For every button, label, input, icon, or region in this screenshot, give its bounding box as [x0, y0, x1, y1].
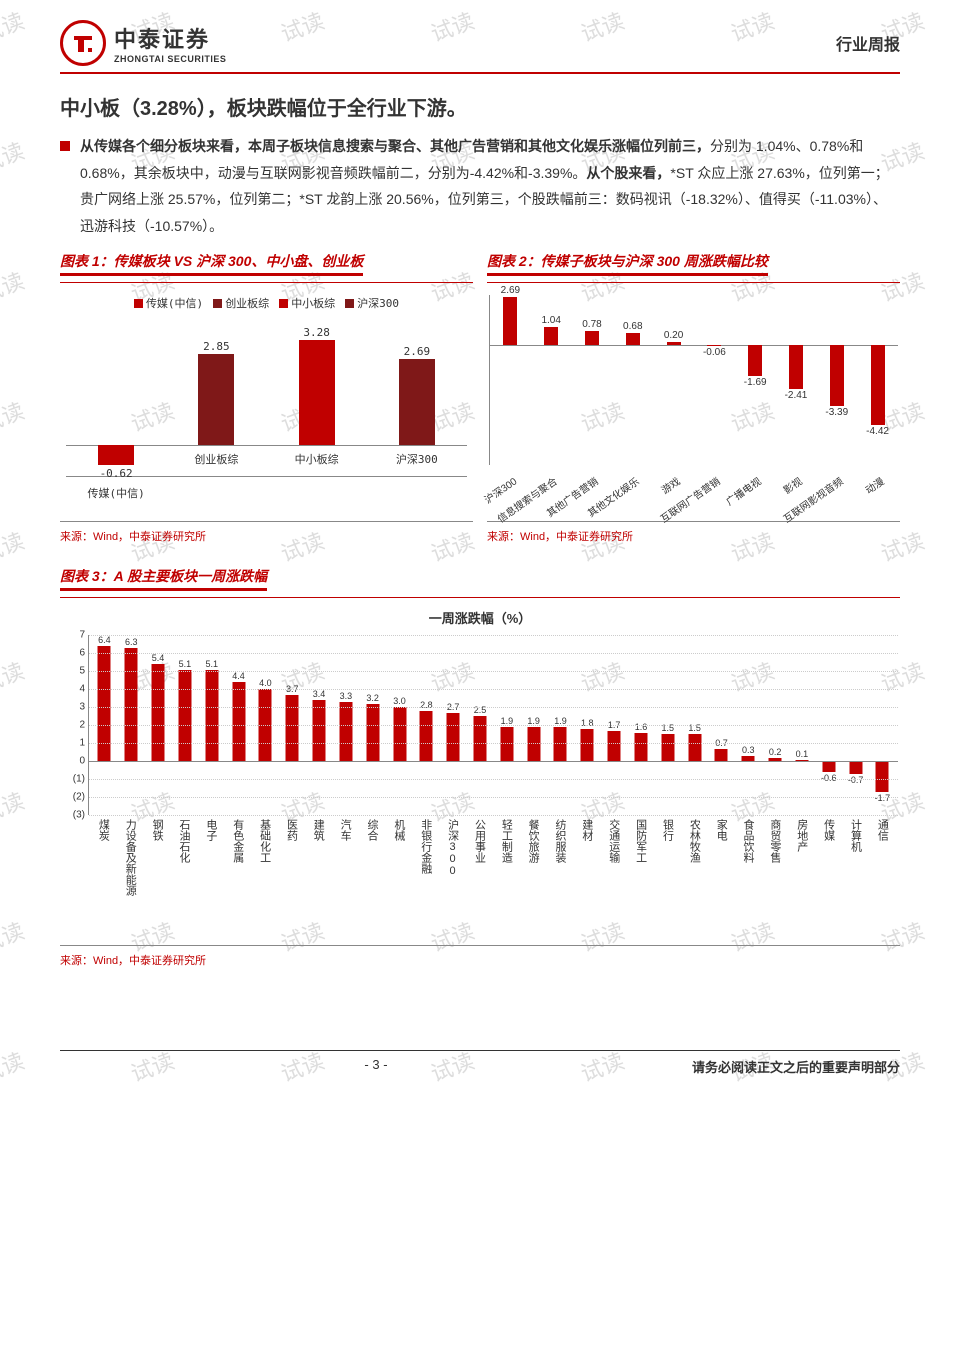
category-label: 力设备及新能源 — [122, 819, 138, 896]
logo-mark — [60, 20, 106, 66]
logo-text-en: ZHONGTAI SECURITIES — [114, 54, 226, 64]
para-lead2: 从个股来看， — [586, 165, 670, 181]
y-tick: 4 — [63, 684, 85, 695]
page-footer: - 3 - 请务必阅读正文之后的重要声明部分 — [60, 1050, 900, 1076]
bullet-icon — [60, 141, 70, 151]
y-tick: (2) — [63, 792, 85, 803]
chart-1-plot: -0.62传媒(中信)2.85创业板综3.28中小板综2.69沪深300 — [66, 317, 467, 477]
category-label: 商贸零售 — [767, 819, 783, 863]
chart-3-subtitle: 一周涨跌幅（%） — [60, 602, 900, 631]
header-right: 行业周报 — [836, 31, 900, 55]
category-label: 国防军工 — [633, 819, 649, 863]
chart-3-source: 来源：Wind，中泰证券研究所 — [60, 945, 900, 970]
para-lead: 从传媒各个细分板块来看，本周子板块信息搜索与聚合、其他广告营销和其他文化娱乐涨幅… — [80, 138, 710, 154]
chart-2: 图表 2：传媒子板块与沪深 300 周涨跌幅比较 2.69沪深3001.04信息… — [487, 249, 900, 546]
chart-3-categories: 煤炭力设备及新能源钢铁石油石化电子有色金属基础化工医药建筑汽车综合机械非银行金融… — [88, 815, 898, 915]
paragraph-text: 从传媒各个细分板块来看，本周子板块信息搜索与聚合、其他广告营销和其他文化娱乐涨幅… — [80, 133, 900, 239]
y-tick: (1) — [63, 774, 85, 785]
bar-col: -0.06互联网广告营销 — [694, 295, 735, 465]
bar-col: 3.28中小板综 — [273, 317, 361, 476]
category-label: 煤炭 — [95, 819, 111, 841]
chart-1: 图表 1：传媒板块 VS 沪深 300、中小盘、创业板 传媒(中信) 创业板综中小… — [60, 249, 473, 546]
bar-col: -2.41影视 — [776, 295, 817, 465]
bar-col: 2.69沪深300 — [490, 295, 531, 465]
category-label: 家电 — [713, 819, 729, 841]
category-label: 石油石化 — [176, 819, 192, 863]
chart-3: 图表 3：A 股主要板块一周涨跌幅 一周涨跌幅（%） 6.46.35.45.15… — [60, 564, 900, 970]
category-label: 轻工制造 — [498, 819, 514, 863]
y-tick: 6 — [63, 648, 85, 659]
chart-2-title: 图表 2：传媒子板块与沪深 300 周涨跌幅比较 — [487, 249, 900, 283]
chart-2-plot: 2.69沪深3001.04信息搜索与聚合0.78其他广告营销0.68其他文化娱乐… — [489, 295, 898, 465]
category-label: 有色金属 — [230, 819, 246, 863]
y-tick: 5 — [63, 666, 85, 677]
category-label: 农林牧渔 — [686, 819, 702, 863]
category-label: 汽车 — [337, 819, 353, 841]
category-label: 房地产 — [794, 819, 810, 852]
legend-item: 沪深300 — [345, 295, 399, 311]
category-label: 综合 — [364, 819, 380, 841]
bar-col: -4.42动漫 — [857, 295, 898, 465]
bar-col: -0.62传媒(中信) — [72, 317, 160, 476]
bar-col: 2.85创业板综 — [172, 317, 260, 476]
legend-item: 中小板综 — [279, 295, 335, 311]
page-header: 中泰证券 ZHONGTAI SECURITIES 行业周报 — [60, 20, 900, 74]
chart-1-title: 图表 1：传媒板块 VS 沪深 300、中小盘、创业板 — [60, 249, 473, 283]
category-label: 钢铁 — [149, 819, 165, 841]
y-tick: 2 — [63, 720, 85, 731]
bar-col: -1.69广播电视 — [735, 295, 776, 465]
category-label: 非银行金融 — [418, 819, 434, 874]
category-label: 基础化工 — [257, 819, 273, 863]
chart-1-legend: 传媒(中信) 创业板综中小板综沪深300 — [66, 295, 467, 311]
bar-col: -3.39互联网影视音频 — [816, 295, 857, 465]
category-label: 建筑 — [310, 819, 326, 841]
category-label: 银行 — [659, 819, 675, 841]
legend-item: 传媒(中信) — [134, 295, 203, 311]
y-tick: 1 — [63, 738, 85, 749]
category-label: 传媒 — [821, 819, 837, 841]
logo: 中泰证券 ZHONGTAI SECURITIES — [60, 20, 226, 66]
chart-3-plot: 6.46.35.45.15.14.44.03.73.43.33.23.02.82… — [88, 635, 898, 815]
category-label: 纺织服装 — [552, 819, 568, 863]
logo-text-cn: 中泰证券 — [114, 22, 226, 54]
category-label: 机械 — [391, 819, 407, 841]
legend-item: 创业板综 — [213, 295, 269, 311]
footer-disclaimer: 请务必阅读正文之后的重要声明部分 — [692, 1057, 900, 1076]
bar-col: 0.68其他文化娱乐 — [612, 295, 653, 465]
category-label: 医药 — [283, 819, 299, 841]
y-tick: 7 — [63, 630, 85, 641]
bar-col: 0.20游戏 — [653, 295, 694, 465]
chart-1-source: 来源：Wind，中泰证券研究所 — [60, 521, 473, 546]
category-label: 食品饮料 — [740, 819, 756, 863]
category-label: 建材 — [579, 819, 595, 841]
category-label: 餐饮旅游 — [525, 819, 541, 863]
category-label: 电子 — [203, 819, 219, 841]
bar-col: 1.04信息搜索与聚合 — [531, 295, 572, 465]
y-tick: 0 — [63, 756, 85, 767]
chart-2-source: 来源：Wind，中泰证券研究所 — [487, 521, 900, 546]
category-label: 通信 — [874, 819, 890, 841]
page-number: - 3 - — [364, 1057, 387, 1076]
body-paragraph: 从传媒各个细分板块来看，本周子板块信息搜索与聚合、其他广告营销和其他文化娱乐涨幅… — [60, 133, 900, 239]
bar-col: 0.78其他广告营销 — [572, 295, 613, 465]
chart-3-title: 图表 3：A 股主要板块一周涨跌幅 — [60, 564, 900, 598]
category-label: 公用事业 — [471, 819, 487, 863]
category-label: 交通运输 — [606, 819, 622, 863]
y-tick: (3) — [63, 810, 85, 821]
bar-col: 2.69沪深300 — [373, 317, 461, 476]
y-tick: 3 — [63, 702, 85, 713]
section-heading: 中小板（3.28%），板块跌幅位于全行业下游。 — [60, 92, 900, 121]
category-label: 沪深300 — [445, 819, 461, 877]
category-label: 计算机 — [847, 819, 863, 852]
